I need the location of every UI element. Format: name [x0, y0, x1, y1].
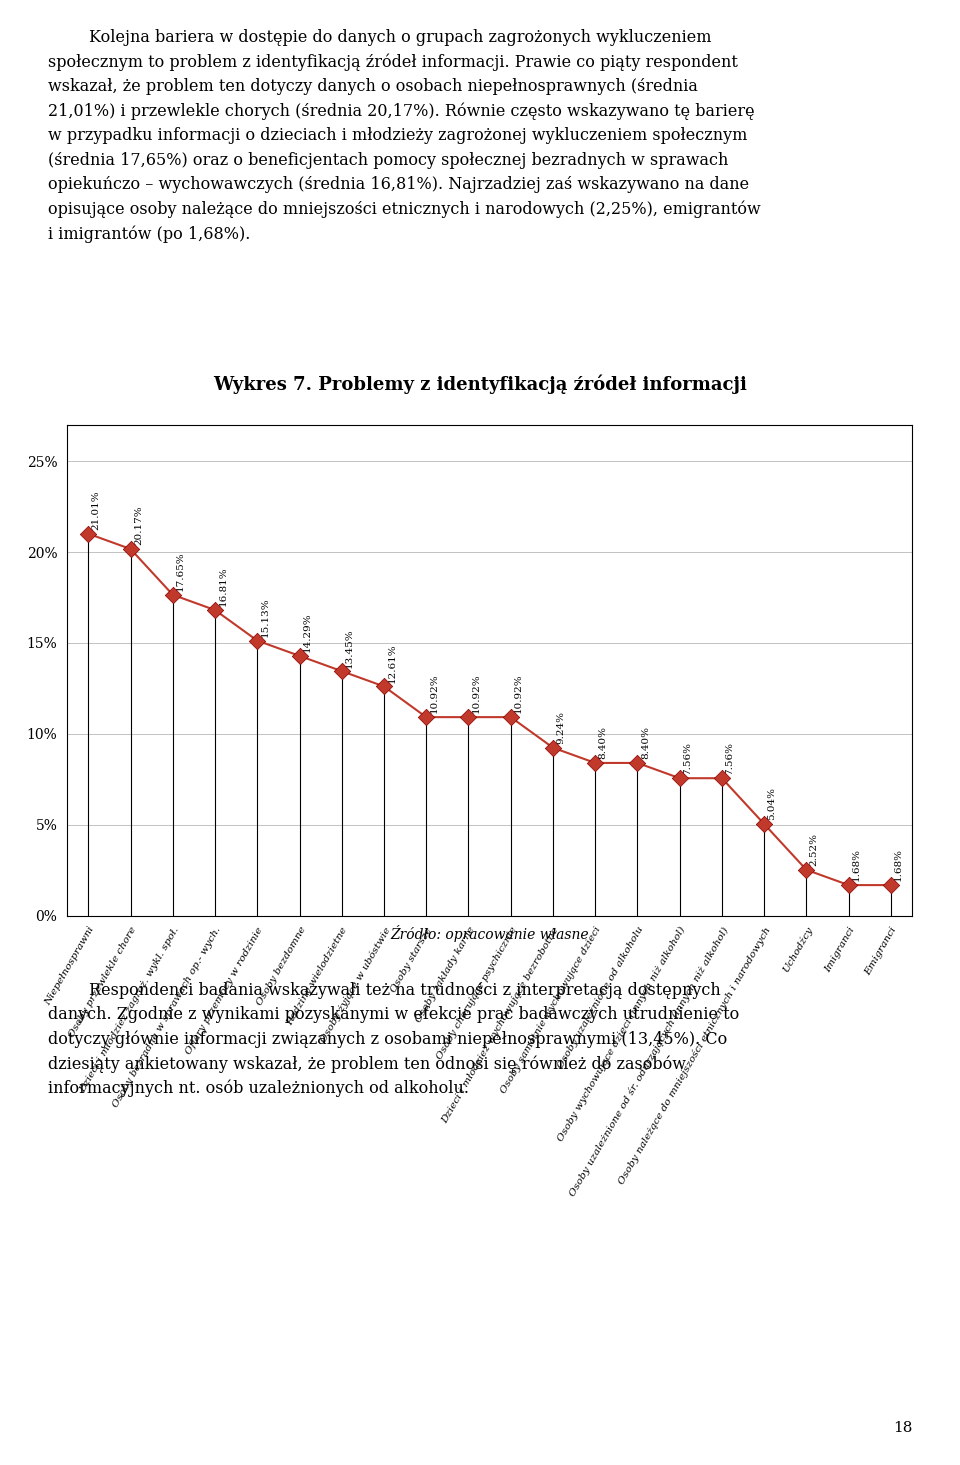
- Text: 14.29%: 14.29%: [303, 612, 312, 652]
- Point: [334, 659, 349, 683]
- Point: [292, 645, 307, 668]
- Text: 18: 18: [893, 1421, 912, 1436]
- Text: Respondenci badania wskazywali też na trudności z interpretacją dostępnych
danyc: Respondenci badania wskazywali też na tr…: [48, 982, 739, 1097]
- Text: 17.65%: 17.65%: [177, 551, 185, 592]
- Point: [376, 675, 392, 699]
- Text: Wykres 7. Problemy z identyfikacją źródeł informacji: Wykres 7. Problemy z identyfikacją źróde…: [213, 375, 747, 394]
- Text: 1.68%: 1.68%: [895, 848, 903, 882]
- Text: 8.40%: 8.40%: [599, 727, 608, 759]
- Text: 7.56%: 7.56%: [684, 741, 692, 775]
- Point: [841, 873, 856, 897]
- Point: [250, 628, 265, 652]
- Point: [588, 752, 603, 775]
- Text: 10.92%: 10.92%: [472, 674, 481, 713]
- Point: [503, 706, 518, 730]
- Text: Kolejna bariera w dostępie do danych o grupach zagrożonych wykluczeniem
społeczn: Kolejna bariera w dostępie do danych o g…: [48, 29, 760, 243]
- Text: 9.24%: 9.24%: [557, 711, 565, 744]
- Text: 5.04%: 5.04%: [768, 787, 777, 820]
- Point: [630, 752, 645, 775]
- Text: 21.01%: 21.01%: [92, 491, 101, 530]
- Text: Źródło: opracowanie własne: Źródło: opracowanie własne: [391, 926, 588, 942]
- Point: [799, 858, 814, 882]
- Point: [714, 766, 730, 790]
- Point: [672, 766, 687, 790]
- Text: 16.81%: 16.81%: [219, 567, 228, 607]
- Text: 2.52%: 2.52%: [810, 834, 819, 866]
- Text: 8.40%: 8.40%: [641, 727, 650, 759]
- Text: 10.92%: 10.92%: [430, 674, 439, 713]
- Point: [545, 735, 561, 759]
- Point: [81, 522, 96, 545]
- Text: 13.45%: 13.45%: [346, 628, 354, 668]
- Point: [207, 598, 223, 621]
- Point: [123, 538, 138, 561]
- Text: 20.17%: 20.17%: [134, 505, 143, 545]
- Text: 15.13%: 15.13%: [261, 598, 270, 637]
- Point: [461, 706, 476, 730]
- Point: [883, 873, 899, 897]
- Point: [756, 812, 772, 835]
- Text: 1.68%: 1.68%: [852, 848, 861, 882]
- Text: 12.61%: 12.61%: [388, 643, 396, 683]
- Text: 10.92%: 10.92%: [515, 674, 523, 713]
- Point: [419, 706, 434, 730]
- Point: [165, 583, 180, 607]
- Text: 7.56%: 7.56%: [726, 741, 734, 775]
